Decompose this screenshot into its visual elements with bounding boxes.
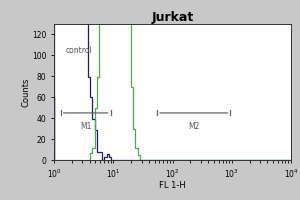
X-axis label: FL 1-H: FL 1-H (159, 181, 186, 190)
Title: Jurkat: Jurkat (152, 11, 194, 24)
Text: control: control (66, 46, 93, 55)
Text: M2: M2 (188, 122, 200, 131)
Y-axis label: Counts: Counts (22, 77, 31, 107)
Text: M1: M1 (80, 122, 91, 131)
